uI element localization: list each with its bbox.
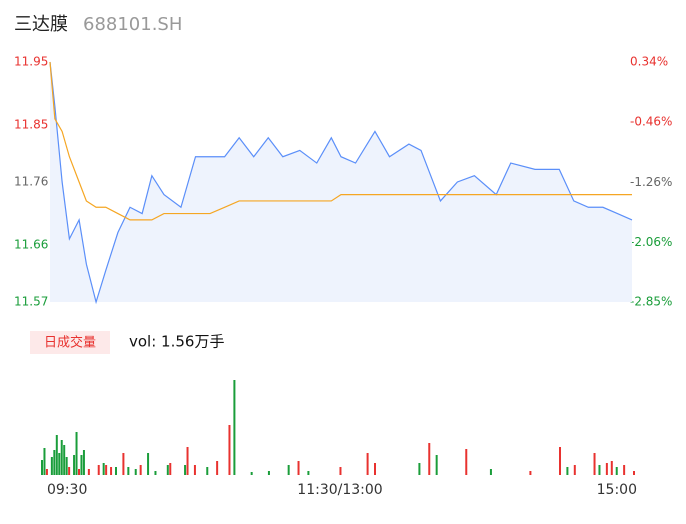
volume-bar bbox=[110, 467, 113, 475]
volume-bar bbox=[80, 455, 83, 475]
volume-bar bbox=[53, 450, 56, 475]
volume-bar bbox=[193, 465, 196, 475]
volume-bar bbox=[297, 461, 300, 475]
volume-bar bbox=[50, 457, 53, 475]
volume-bar bbox=[186, 447, 189, 475]
volume-bar bbox=[366, 453, 369, 475]
volume-bar bbox=[529, 471, 532, 475]
x-tick-label: 11:30/13:00 bbox=[297, 482, 382, 498]
y-tick-label: 11.95 bbox=[14, 55, 48, 69]
volume-bar bbox=[105, 465, 108, 475]
volume-bar bbox=[169, 463, 172, 475]
volume-bar bbox=[435, 455, 438, 475]
volume-bar bbox=[115, 467, 117, 475]
volume-bar bbox=[60, 440, 63, 475]
volume-bar bbox=[134, 469, 137, 475]
volume-bar bbox=[68, 467, 71, 475]
volume-bar bbox=[87, 469, 90, 475]
volume-bar bbox=[58, 453, 61, 475]
volume-bar bbox=[610, 461, 613, 475]
volume-bar bbox=[339, 467, 342, 475]
volume-bar bbox=[598, 465, 601, 475]
x-tick-label: 09:30 bbox=[47, 482, 87, 498]
volume-bar bbox=[374, 463, 376, 475]
volume-tag bbox=[30, 331, 110, 354]
volume-bar bbox=[216, 461, 219, 475]
volume-bar bbox=[559, 447, 561, 475]
volume-bar bbox=[228, 425, 231, 475]
volume-bar bbox=[593, 453, 596, 475]
volume-bar bbox=[41, 460, 43, 475]
volume-bar bbox=[418, 463, 421, 475]
y-tick-label: 11.85 bbox=[14, 118, 48, 132]
y2-tick-label: -2.06% bbox=[630, 235, 672, 249]
volume-bar bbox=[82, 450, 85, 475]
volume-bar bbox=[250, 472, 253, 475]
average-line bbox=[49, 61, 632, 221]
volume-title: 日成交量 bbox=[44, 335, 96, 351]
y-tick-label: 11.57 bbox=[14, 295, 48, 309]
volume-bar bbox=[633, 471, 635, 475]
stock-name: 三达膜 bbox=[14, 14, 68, 35]
volume-bar bbox=[166, 465, 169, 475]
volume-bar bbox=[45, 469, 48, 475]
volume-bar bbox=[233, 380, 236, 475]
volume-bar bbox=[43, 448, 46, 475]
volume-bar bbox=[139, 465, 142, 475]
price-area bbox=[50, 62, 632, 302]
volume-bar bbox=[73, 455, 76, 475]
volume-bar bbox=[307, 471, 310, 475]
volume-bar bbox=[184, 465, 187, 475]
volume-bar bbox=[605, 463, 608, 475]
volume-bar bbox=[287, 465, 290, 475]
volume-bar bbox=[147, 453, 150, 475]
y-tick-label: 11.76 bbox=[14, 175, 48, 189]
volume-bar bbox=[75, 432, 78, 475]
stock-code: 688101.SH bbox=[83, 14, 182, 35]
volume-bar bbox=[566, 467, 569, 475]
volume-bar bbox=[65, 457, 68, 475]
volume-bar bbox=[102, 463, 105, 475]
volume-bar bbox=[573, 465, 576, 475]
volume-bar bbox=[615, 467, 618, 475]
volume-bar bbox=[267, 471, 270, 475]
volume-bar bbox=[428, 443, 431, 475]
volume-bar bbox=[154, 471, 157, 475]
volume-bar bbox=[127, 467, 130, 475]
x-tick-label: 15:00 bbox=[597, 482, 637, 498]
volume-bar bbox=[55, 435, 58, 475]
volume-bar bbox=[97, 465, 100, 475]
volume-bar bbox=[465, 449, 468, 475]
volume-bar bbox=[206, 467, 209, 475]
y2-tick-label: 0.34% bbox=[630, 55, 668, 69]
volume-bar bbox=[489, 469, 492, 475]
volume-bar bbox=[623, 465, 626, 475]
volume-bar bbox=[78, 469, 80, 475]
volume-bar bbox=[63, 445, 66, 475]
price-line bbox=[49, 61, 633, 305]
y-tick-label: 11.66 bbox=[14, 238, 48, 252]
y2-tick-label: -1.26% bbox=[630, 175, 672, 189]
y2-tick-label: -0.46% bbox=[630, 115, 672, 129]
volume-bar bbox=[122, 453, 125, 475]
y2-tick-label: -2.85% bbox=[630, 295, 672, 309]
volume-total: vol: 1.56万手 bbox=[129, 333, 224, 351]
